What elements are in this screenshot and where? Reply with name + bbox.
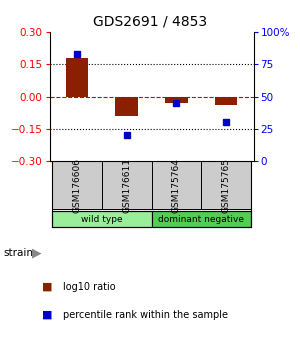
Bar: [52, 211, 152, 227]
Text: ■: ■: [42, 310, 52, 320]
Text: GSM176611: GSM176611: [122, 158, 131, 213]
Text: ▶: ▶: [32, 247, 41, 259]
Bar: [152, 211, 251, 227]
Text: GDS2691 / 4853: GDS2691 / 4853: [93, 14, 207, 28]
Text: strain: strain: [3, 248, 33, 258]
Bar: [201, 161, 251, 210]
Bar: [66, 58, 88, 97]
Bar: [215, 97, 237, 105]
Bar: [116, 97, 138, 116]
Bar: [102, 161, 152, 210]
Text: GSM176606: GSM176606: [72, 158, 81, 213]
Text: ■: ■: [42, 282, 52, 292]
Bar: [52, 161, 102, 210]
Text: GSM175764: GSM175764: [172, 158, 181, 213]
Bar: [152, 161, 201, 210]
Text: dominant negative: dominant negative: [158, 215, 244, 224]
Text: percentile rank within the sample: percentile rank within the sample: [63, 310, 228, 320]
Text: GSM175765: GSM175765: [222, 158, 231, 213]
Text: wild type: wild type: [81, 215, 123, 224]
Bar: [165, 97, 188, 103]
Text: log10 ratio: log10 ratio: [63, 282, 116, 292]
